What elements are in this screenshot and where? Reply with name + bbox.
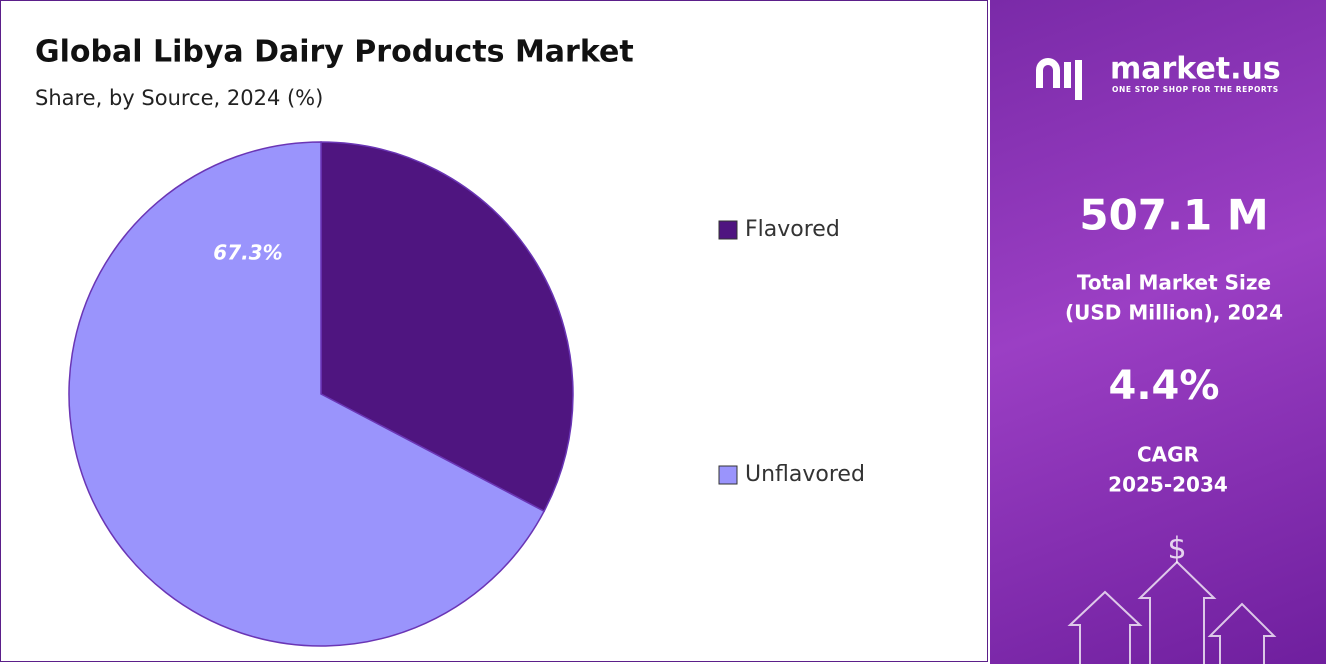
market-size-value: 507.1 M: [1079, 191, 1268, 240]
cagr-label: 2025-2034: [1108, 473, 1228, 497]
cagr-label: CAGR: [1137, 443, 1199, 467]
chart-title: Global Libya Dairy Products Market: [35, 35, 634, 70]
brand-tagline: ONE STOP SHOP FOR THE REPORTS: [1112, 85, 1279, 94]
data-label: 67.3%: [213, 241, 282, 265]
pie-slice: [320, 141, 574, 513]
cagr-value: 4.4%: [1109, 363, 1220, 409]
summary-graphic: $ market.us ONE STOP SHOP FOR THE REPORT…: [1036, 52, 1283, 664]
chart: Global Libya Dairy Products Market Share…: [35, 35, 865, 647]
brand-name: market.us: [1110, 52, 1281, 87]
legend-swatch: [718, 465, 738, 485]
legend-label: Unflavored: [745, 462, 865, 487]
arrows-decoration: [1067, 560, 1277, 664]
chart-subtitle: Share, by Source, 2024 (%): [35, 86, 323, 110]
logo-icon: [1036, 58, 1082, 100]
dollar-icon: $: [1167, 532, 1186, 567]
pie-slice: [68, 141, 546, 647]
market-size-label: (USD Million), 2024: [1065, 301, 1283, 325]
chart-panel: Global Libya Dairy Products Market Share…: [0, 0, 988, 662]
market-size-label: Total Market Size: [1077, 271, 1271, 295]
legend-label: Flavored: [745, 217, 840, 242]
summary-panel: $ market.us ONE STOP SHOP FOR THE REPORT…: [990, 0, 1326, 664]
legend-swatch: [718, 220, 738, 240]
